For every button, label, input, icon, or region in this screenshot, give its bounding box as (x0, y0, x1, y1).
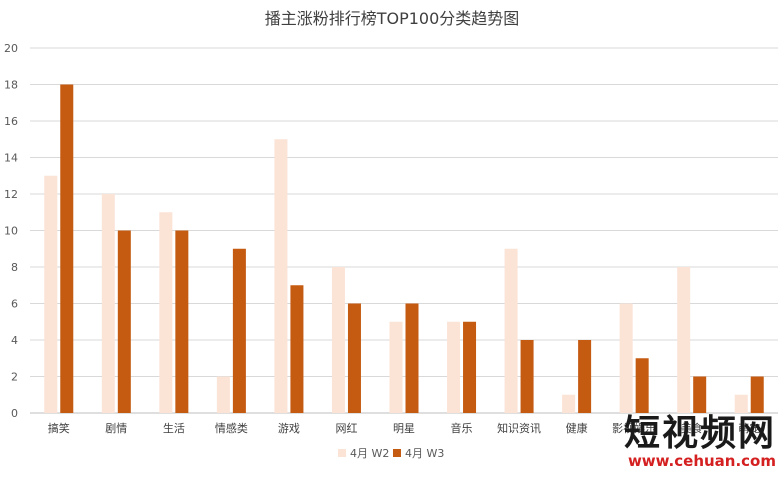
y-tick-label: 10 (4, 225, 18, 238)
x-axis-ticks: 搞笑 剧情 生活 情感类 游戏 网红 明星 音乐 知识资讯 健康 影视娱乐 美食 萌宠 (48, 421, 760, 435)
bar-w2 (619, 303, 633, 413)
bar-w2 (734, 394, 748, 413)
legend-label: 4月 W2 (350, 447, 389, 460)
legend-label: 4月 W3 (405, 447, 444, 460)
y-tick-label: 6 (11, 298, 18, 311)
bar-w3 (60, 84, 74, 413)
bar-w2 (447, 321, 461, 413)
x-tick-label: 网红 (335, 422, 357, 435)
bar-w2 (274, 139, 288, 413)
bar-w3 (693, 376, 707, 413)
bar-w3 (232, 248, 246, 413)
y-tick-label: 18 (4, 79, 18, 92)
bar-w3 (175, 230, 189, 413)
y-tick-label: 0 (11, 407, 18, 420)
x-tick-label: 音乐 (451, 421, 473, 435)
bar-w3 (347, 303, 361, 413)
x-tick-label: 健康 (566, 421, 588, 435)
x-tick-label: 影视娱乐 (612, 421, 656, 435)
y-tick-label: 8 (11, 261, 18, 274)
bar-w2 (101, 194, 115, 413)
bar-w2 (389, 321, 403, 413)
chart-title: 播主涨粉排行榜TOP100分类趋势图 (265, 9, 520, 28)
x-tick-label: 搞笑 (48, 421, 70, 435)
legend-swatch (338, 449, 346, 457)
legend: 4月 W2 4月 W3 (338, 447, 444, 460)
watermark-url: www.cehuan.com (627, 452, 776, 470)
legend-swatch (393, 449, 401, 457)
x-tick-label: 生活 (163, 421, 185, 435)
bar-w3 (463, 321, 477, 413)
y-axis-ticks: 0 2 4 6 8 10 12 14 16 18 20 (4, 42, 18, 420)
bar-w2 (677, 267, 691, 413)
bar-w3 (750, 376, 764, 413)
x-tick-label: 美食 (681, 421, 703, 435)
y-tick-label: 16 (4, 115, 18, 128)
bar-w3 (520, 340, 534, 413)
bar-w2 (216, 376, 230, 413)
gridlines (30, 47, 778, 414)
y-tick-label: 14 (4, 152, 18, 165)
x-tick-label: 明星 (393, 422, 415, 435)
bar-w3 (635, 358, 649, 413)
x-tick-label: 萌宠 (738, 421, 760, 435)
bar-w3 (290, 285, 304, 413)
x-tick-label: 情感类 (215, 421, 248, 435)
watermark-logo: 短视频网 www.cehuan.com (623, 413, 776, 470)
bars (44, 84, 764, 413)
bar-w2 (562, 394, 576, 413)
x-tick-label: 知识资讯 (497, 421, 541, 435)
y-tick-label: 2 (11, 371, 18, 384)
bar-w3 (405, 303, 419, 413)
bar-w2 (331, 267, 345, 413)
bar-w2 (504, 248, 518, 413)
y-tick-label: 20 (4, 42, 18, 55)
bar-w3 (117, 230, 131, 413)
bar-w3 (578, 340, 592, 413)
x-tick-label: 剧情 (105, 422, 127, 435)
watermark-text: 短视频网 (623, 413, 776, 454)
bar-w2 (44, 175, 58, 413)
bar-w2 (159, 212, 173, 413)
y-tick-label: 12 (4, 188, 18, 201)
x-tick-label: 游戏 (278, 422, 300, 435)
y-tick-label: 4 (11, 334, 18, 347)
